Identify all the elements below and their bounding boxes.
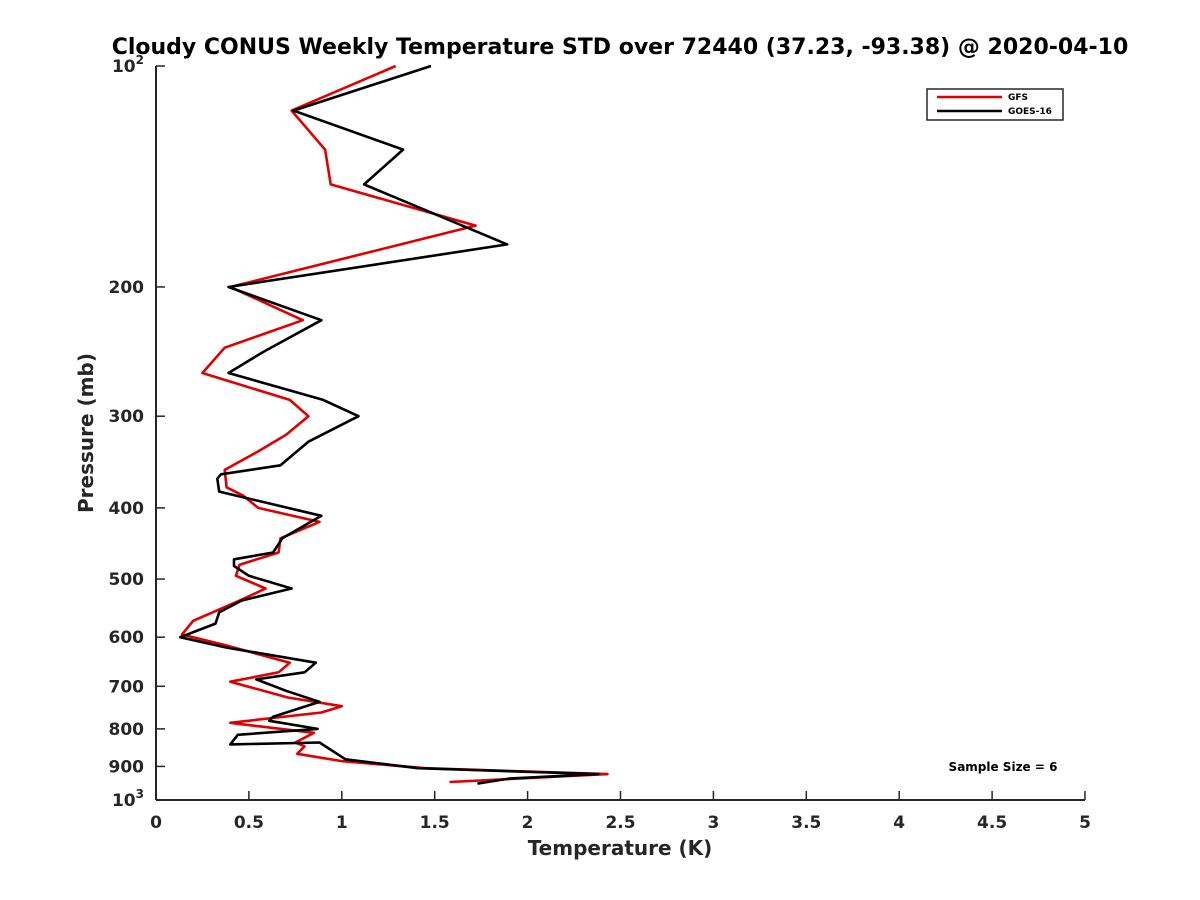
plot-area (155, 66, 1085, 801)
x-axis-title: Temperature (K) (528, 836, 713, 860)
y-tick-label: 200 (109, 278, 145, 298)
x-tick-label: 4.5 (977, 813, 1007, 833)
sample-size-annotation: Sample Size = 6 (949, 760, 1058, 774)
x-tick-label: 2.5 (605, 813, 635, 833)
series-lines (178, 64, 609, 785)
x-tick-label: 3.5 (791, 813, 821, 833)
y-tick-label: 102 (112, 53, 144, 77)
legend-label-goes16: GOES-16 (1008, 107, 1052, 117)
x-tick-label: 5 (1079, 813, 1091, 833)
y-tick-label: 600 (109, 628, 145, 648)
x-tick-label: 4 (893, 813, 905, 833)
series-line-goes16 (178, 64, 600, 785)
legend: GFS GOES-16 (926, 88, 1064, 121)
x-tick-label: 2 (522, 813, 534, 833)
x-tick-label: 0.5 (234, 813, 264, 833)
y-tick-label: 400 (109, 499, 145, 519)
x-tick-label: 1.5 (420, 813, 450, 833)
y-ticks: 102 200 300 400 500 600 700 800 900 103 (109, 53, 165, 811)
y-tick-label: 800 (109, 720, 145, 740)
x-ticks: 0 0.5 1 1.5 2 2.5 3 3.5 4 4.5 5 (150, 791, 1091, 833)
y-axis-title: Pressure (mb) (74, 353, 98, 513)
x-tick-label: 1 (336, 813, 348, 833)
y-tick-label: 103 (112, 787, 144, 811)
x-tick-label: 0 (150, 813, 162, 833)
series-line-gfs (180, 64, 609, 784)
y-tick-label: 700 (109, 677, 145, 697)
x-tick-label: 3 (707, 813, 719, 833)
chart-title: Cloudy CONUS Weekly Temperature STD over… (112, 35, 1129, 60)
legend-label-gfs: GFS (1008, 93, 1028, 103)
y-tick-label: 500 (109, 570, 145, 590)
y-tick-label: 900 (109, 757, 145, 777)
y-tick-label: 300 (109, 407, 145, 427)
legend-box (926, 88, 1064, 121)
